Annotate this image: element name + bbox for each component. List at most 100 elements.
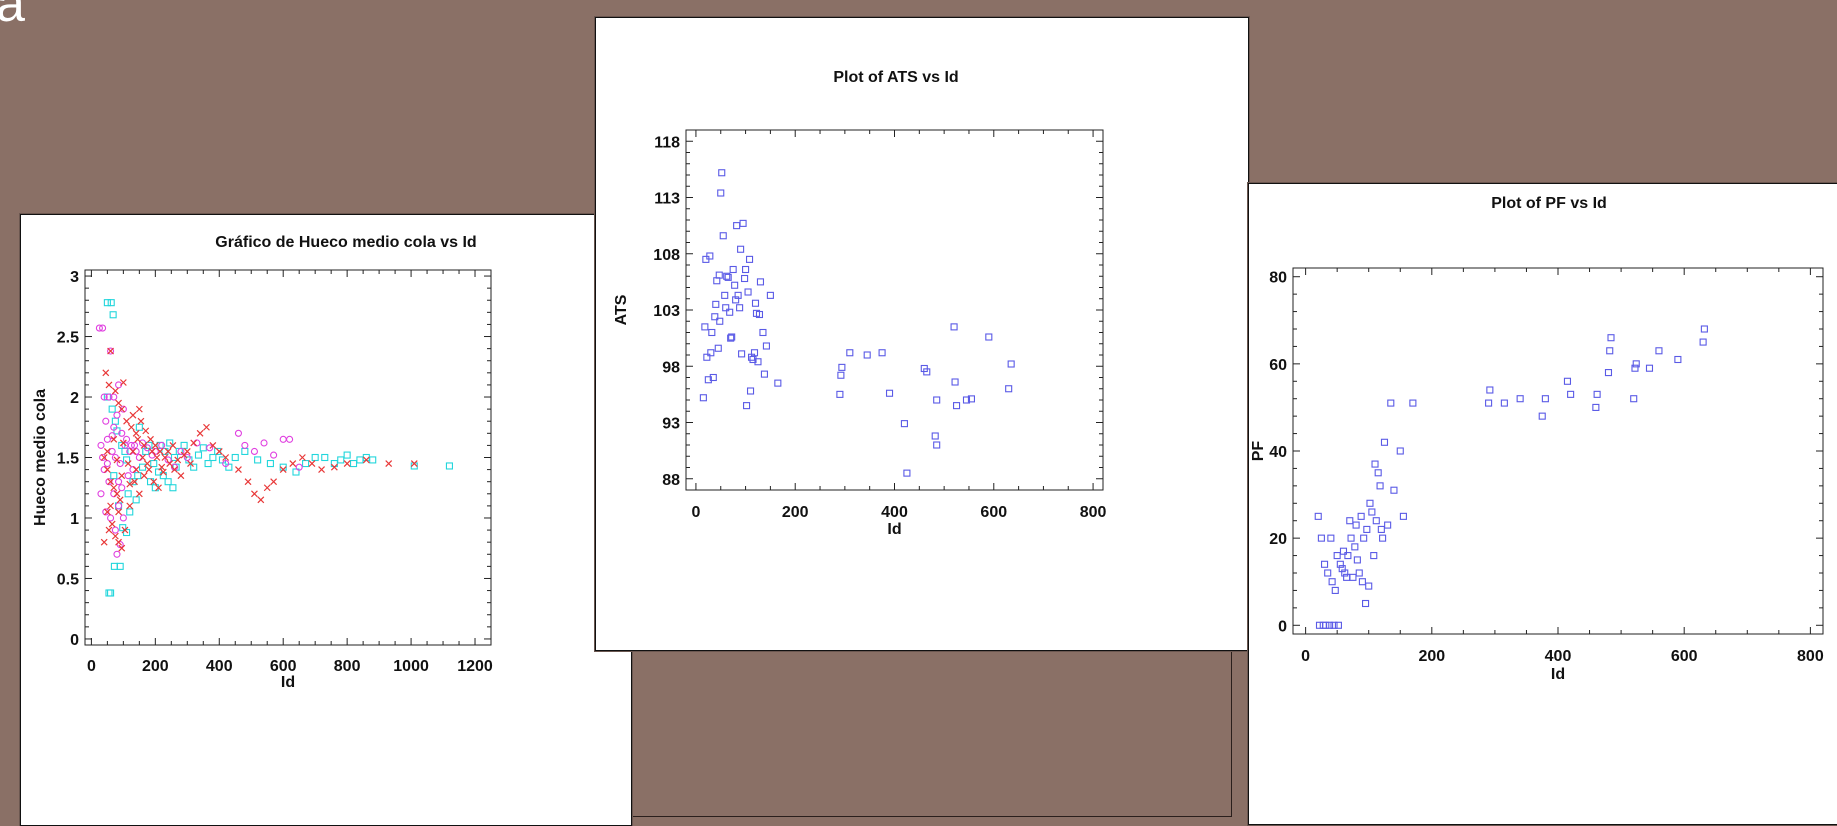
data-point — [1331, 586, 1339, 594]
data-point — [222, 454, 230, 461]
data-point — [410, 460, 418, 467]
data-point — [745, 255, 754, 263]
data-point — [126, 480, 134, 488]
y-axis-label: ATS — [613, 294, 630, 325]
data-point — [1655, 347, 1663, 355]
data-point — [169, 484, 177, 492]
data-point — [180, 451, 188, 459]
data-point — [147, 435, 154, 443]
data-point — [1631, 364, 1639, 372]
data-point — [132, 496, 140, 504]
data-point — [1358, 578, 1366, 586]
data-point — [108, 405, 116, 413]
data-point — [113, 456, 121, 464]
data-point — [123, 528, 131, 537]
y-tick-label: 103 — [653, 303, 680, 320]
data-point — [863, 351, 871, 359]
data-point — [193, 439, 201, 447]
data-point — [1355, 569, 1363, 577]
data-point — [260, 439, 268, 447]
data-point — [110, 490, 118, 498]
data-point — [1326, 621, 1334, 629]
data-point — [118, 484, 126, 492]
x-tick-label: 1000 — [393, 658, 429, 675]
data-point — [127, 423, 135, 431]
data-point — [270, 451, 278, 459]
data-point — [950, 323, 958, 331]
data-point — [100, 454, 108, 461]
data-point — [733, 222, 741, 230]
data-point — [343, 451, 351, 459]
data-point — [722, 304, 730, 312]
data-point — [1351, 543, 1359, 551]
data-point — [1322, 621, 1330, 629]
data-point — [1363, 525, 1371, 533]
data-point — [102, 417, 110, 425]
data-point — [737, 245, 745, 253]
data-point — [254, 456, 262, 464]
data-point — [110, 393, 118, 401]
ats-chart-svg: Plot of ATS vs Id 0 200 400 600 800 88 93 98 103 1… — [613, 69, 1107, 538]
data-point — [105, 526, 113, 534]
y-tick-label: 3 — [70, 269, 79, 286]
data-point — [1343, 573, 1351, 581]
data-point — [1593, 390, 1601, 398]
data-point — [250, 447, 258, 456]
data-point — [962, 396, 971, 404]
data-point — [164, 456, 172, 464]
data-point — [103, 435, 111, 443]
data-point — [107, 478, 114, 486]
data-point — [1357, 512, 1365, 520]
data-point — [196, 429, 204, 437]
data-point — [113, 550, 121, 558]
data-point — [115, 502, 123, 510]
data-point — [118, 472, 126, 480]
data-point — [838, 363, 846, 371]
data-point — [308, 460, 316, 467]
data-point — [718, 169, 726, 177]
data-point — [385, 460, 393, 467]
data-point — [126, 508, 134, 516]
data-point — [134, 435, 142, 443]
data-point — [330, 463, 338, 471]
data-point — [1592, 403, 1600, 411]
data-point — [292, 468, 300, 476]
data-point — [139, 454, 146, 461]
data-point — [137, 417, 145, 425]
data-point — [150, 478, 158, 486]
data-point — [1330, 621, 1338, 629]
data-point — [119, 439, 127, 447]
data-point — [1399, 512, 1407, 520]
x-tick-label: 400 — [1545, 648, 1572, 665]
data-point — [183, 453, 191, 462]
data-point — [142, 427, 150, 435]
data-point — [1607, 334, 1615, 342]
data-point — [1315, 621, 1324, 629]
data-point — [1699, 338, 1707, 346]
data-point — [145, 466, 153, 474]
data-point — [234, 429, 242, 437]
data-point — [369, 456, 377, 464]
chart-panel-ats: Plot of ATS vs Id 0 200 400 600 800 88 93 98 103 1… — [595, 17, 1249, 651]
data-point — [1362, 599, 1370, 608]
data-point — [132, 466, 140, 474]
data-point — [103, 299, 111, 307]
data-point — [108, 520, 116, 528]
data-point — [923, 368, 931, 376]
y-tick-label: 20 — [1269, 531, 1287, 548]
x-tick-label: 800 — [334, 658, 361, 675]
data-point — [121, 526, 129, 534]
data-point — [1500, 399, 1508, 407]
data-point — [222, 459, 230, 468]
data-point — [270, 478, 278, 486]
data-point — [107, 347, 115, 355]
x-tick-label: 200 — [142, 658, 169, 675]
data-point — [1374, 469, 1382, 477]
data-point — [159, 468, 167, 476]
data-point — [318, 466, 325, 474]
data-point — [1387, 399, 1395, 407]
data-point — [1390, 486, 1398, 494]
data-point — [116, 459, 124, 468]
data-point — [107, 589, 115, 597]
data-point — [119, 379, 127, 386]
